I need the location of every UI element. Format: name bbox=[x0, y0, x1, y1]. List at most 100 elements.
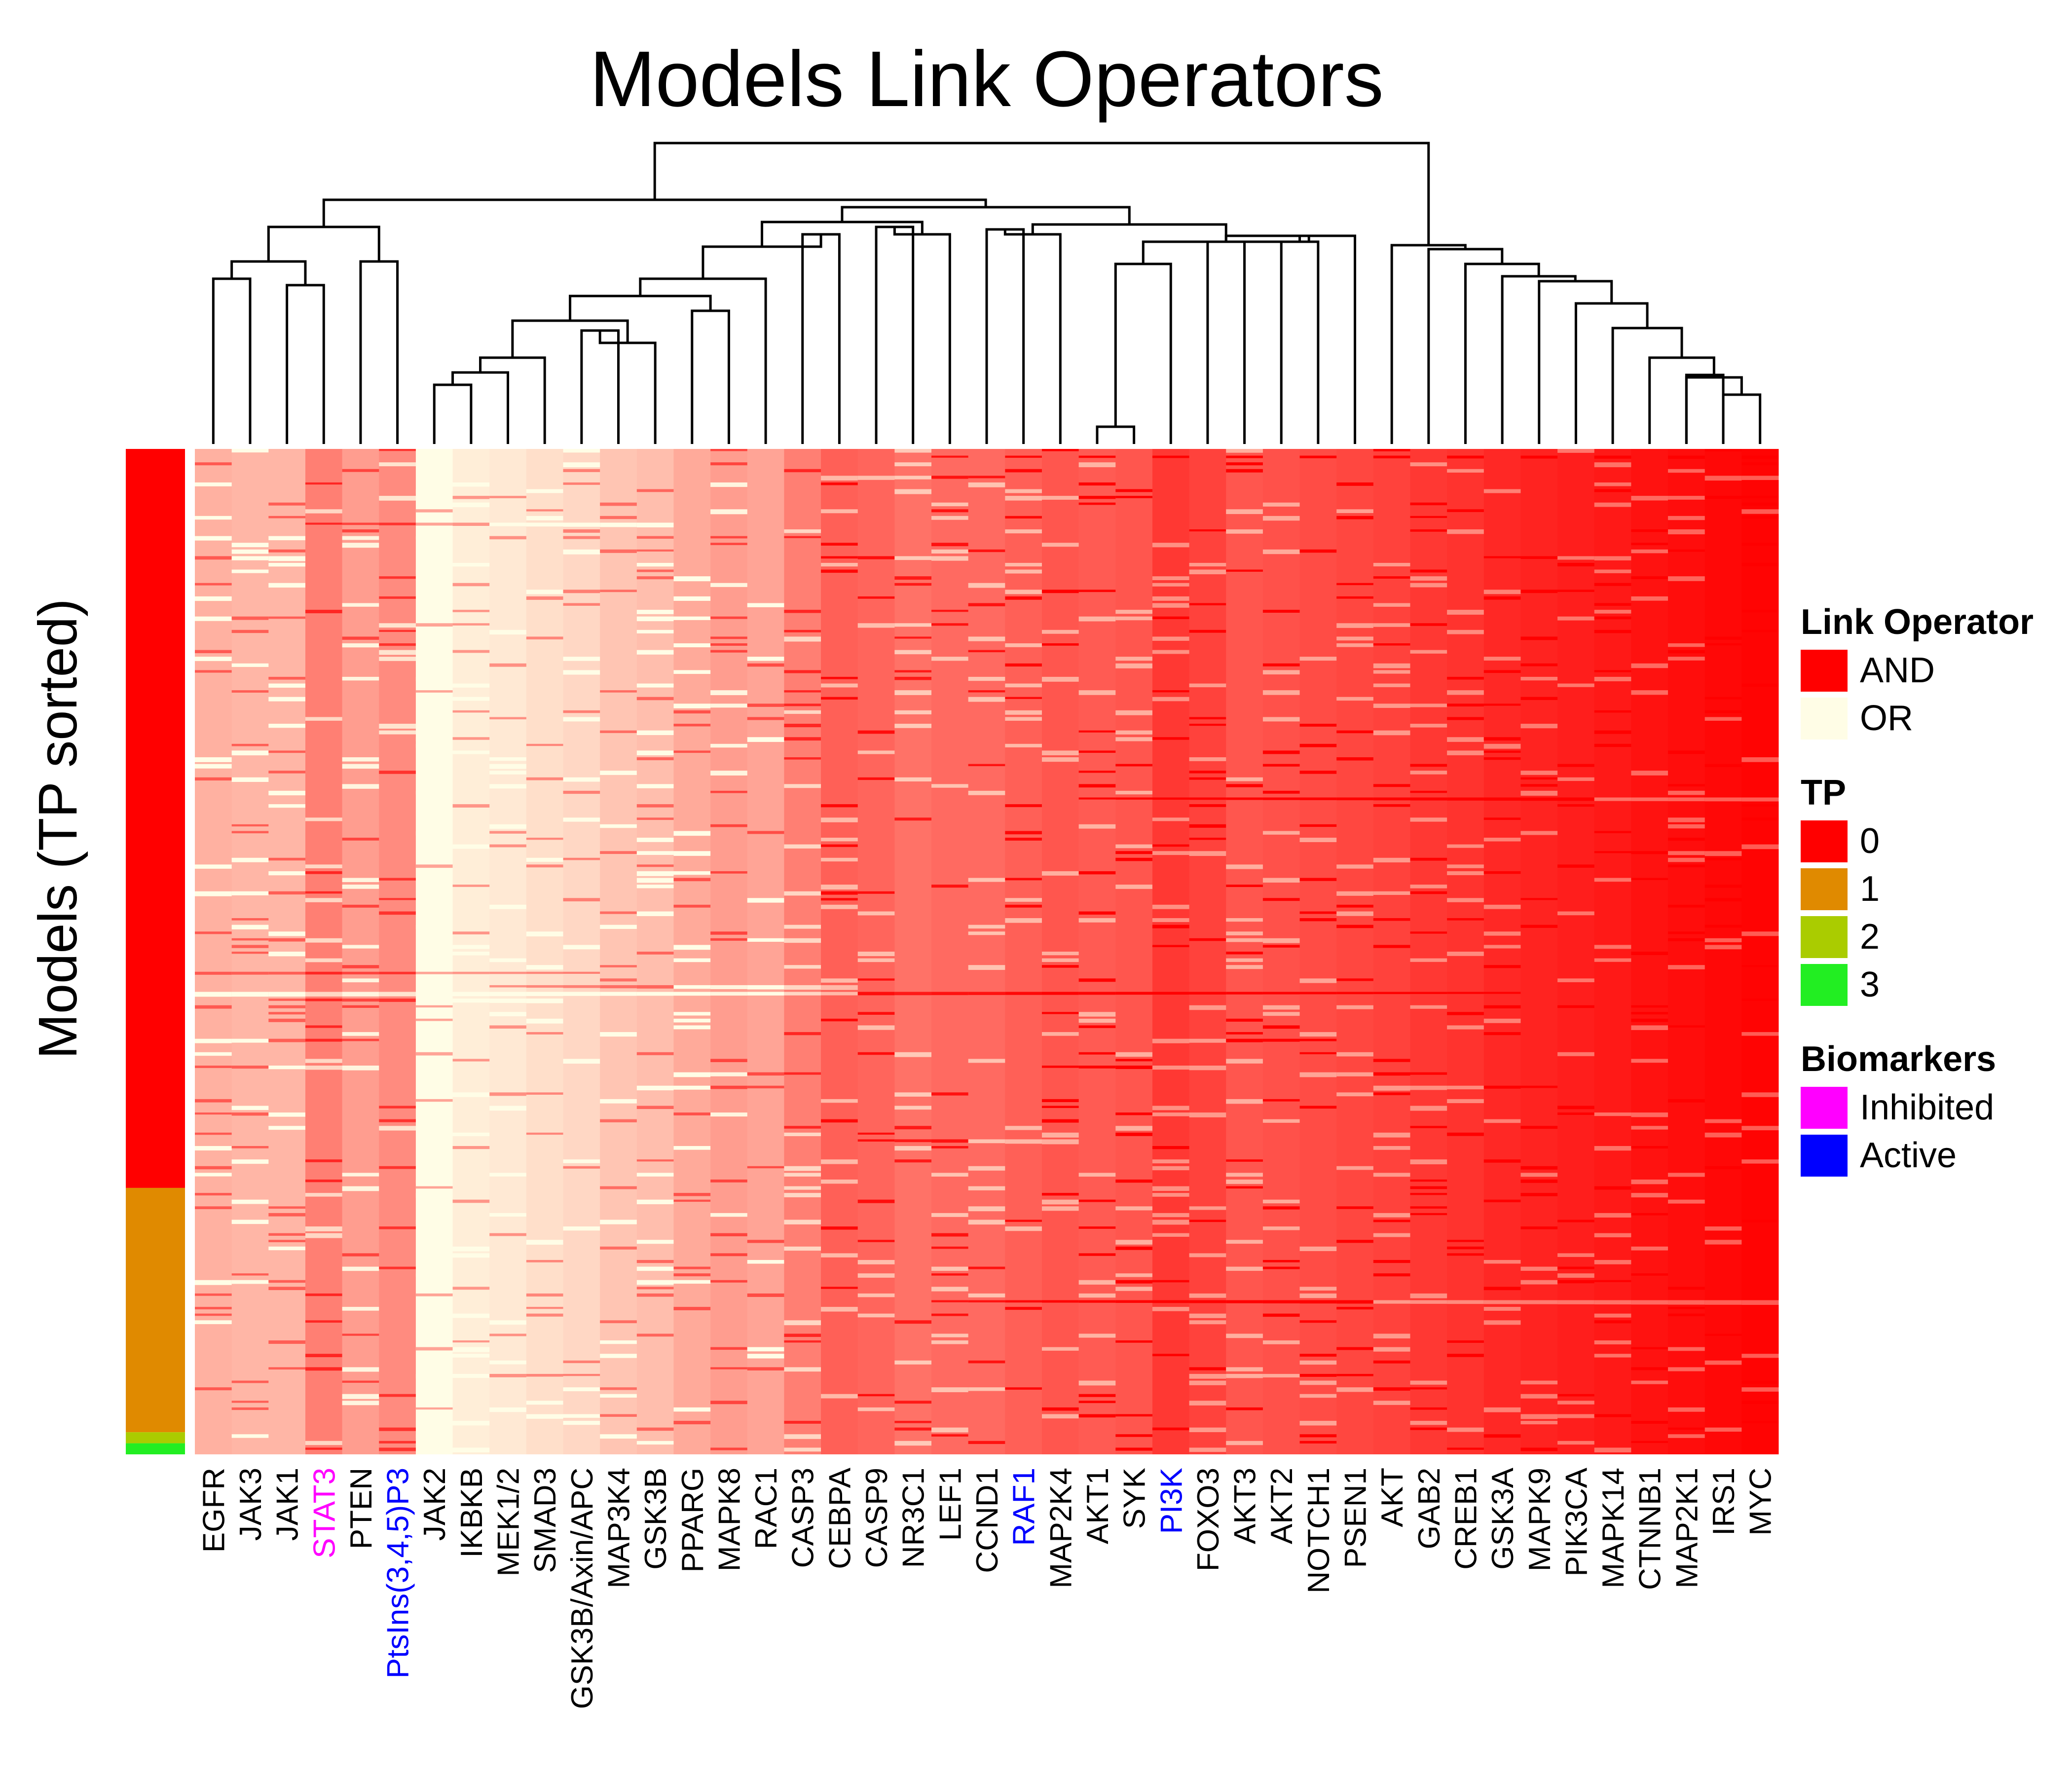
column-label: MAPK14 bbox=[1596, 1468, 1630, 1589]
dendrogram-branch bbox=[1206, 240, 1246, 444]
dendrogram-branch bbox=[653, 142, 1430, 245]
column-label: AKT2 bbox=[1265, 1468, 1299, 1544]
heatmap-column-PtsIns(3,4,5)P3 bbox=[379, 449, 416, 1454]
column-label: STAT3 bbox=[307, 1468, 341, 1558]
legend-title: Biomarkers bbox=[1801, 1039, 1996, 1079]
heatmap-column-MAPK9 bbox=[1520, 449, 1558, 1454]
heatmap-column-CREB1 bbox=[1447, 449, 1484, 1454]
heatmap-column-MAP2K4 bbox=[1041, 449, 1079, 1454]
heatmap-column-FOXO3 bbox=[1189, 449, 1226, 1454]
dendrogram-branch bbox=[1003, 229, 1062, 444]
heatmap-column-CASP3 bbox=[784, 449, 821, 1454]
legend-swatch bbox=[1801, 1087, 1848, 1129]
column-label: LEF1 bbox=[933, 1468, 967, 1541]
legend-swatch bbox=[1801, 964, 1848, 1006]
column-label: CASP3 bbox=[786, 1468, 820, 1568]
heatmap-column-NOTCH1 bbox=[1299, 449, 1337, 1454]
heatmap-column-JAK1 bbox=[268, 449, 306, 1454]
heatmap-column-MAP2K1 bbox=[1668, 449, 1705, 1454]
dendrogram-branch bbox=[230, 260, 307, 285]
column-label: CTNNB1 bbox=[1633, 1468, 1667, 1590]
legend-swatch bbox=[1801, 820, 1848, 862]
dendrogram-branch bbox=[639, 277, 767, 444]
heatmap-column-AKT2 bbox=[1262, 449, 1300, 1454]
legend-swatch bbox=[1801, 650, 1848, 692]
heatmap-column-PI3K bbox=[1152, 449, 1190, 1454]
column-labels: EGFR JAK3 JAK1 STAT3 PTEN PtsIns(3,4,5)P3 JAK2… bbox=[197, 1467, 1777, 1709]
column-label: GSK3B bbox=[639, 1468, 673, 1570]
column-label: MAPK8 bbox=[712, 1468, 746, 1571]
column-label: JAK2 bbox=[418, 1468, 452, 1541]
legend-swatch bbox=[1801, 868, 1848, 910]
dendrogram-branch bbox=[511, 319, 629, 358]
column-label: JAK3 bbox=[234, 1468, 268, 1541]
dendrogram-branch bbox=[1031, 223, 1227, 242]
heatmap-column-PSEN1 bbox=[1336, 449, 1374, 1454]
column-dendrogram bbox=[212, 142, 1762, 444]
tp-segment-3 bbox=[126, 1443, 185, 1454]
dendrogram-branch bbox=[286, 284, 325, 444]
heatmap-column-MYC bbox=[1741, 449, 1779, 1454]
heatmap-column-SYK bbox=[1115, 449, 1153, 1454]
column-label: CASP9 bbox=[860, 1468, 894, 1568]
legend-swatch bbox=[1801, 916, 1848, 958]
column-label: IKBKB bbox=[455, 1468, 489, 1558]
heatmap-column-JAK2 bbox=[415, 449, 453, 1454]
column-label: GAB2 bbox=[1412, 1468, 1446, 1549]
heatmap-column-CCND1 bbox=[968, 449, 1005, 1454]
heatmap-column-GSK3B bbox=[636, 449, 674, 1454]
column-label: PI3K bbox=[1154, 1468, 1188, 1534]
dendrogram-branch bbox=[1611, 327, 1683, 444]
column-label: PSEN1 bbox=[1339, 1468, 1373, 1568]
column-label: CEBPA bbox=[823, 1467, 857, 1569]
dendrogram-branch bbox=[569, 295, 712, 321]
dendrogram-branch bbox=[598, 331, 657, 444]
legend: Link Operator AND OR TP 0 1 2 3 Biomarkers Inhibi… bbox=[1801, 602, 2034, 1177]
column-label: SYK bbox=[1118, 1468, 1152, 1529]
heatmap-column-SMAD3 bbox=[526, 449, 564, 1454]
dendrogram-branch bbox=[1262, 234, 1357, 444]
column-label: MAP2K1 bbox=[1670, 1468, 1704, 1589]
dendrogram-branch bbox=[1685, 376, 1743, 444]
legend-title: Link Operator bbox=[1801, 602, 2034, 642]
dendrogram-branch bbox=[985, 228, 1025, 444]
dendrogram-branch bbox=[1722, 393, 1762, 444]
legend-title: TP bbox=[1801, 773, 1846, 813]
legend-label: 0 bbox=[1860, 821, 1880, 861]
column-label: PIK3CA bbox=[1559, 1467, 1593, 1576]
column-label: PPARG bbox=[676, 1468, 710, 1572]
column-label: EGFR bbox=[197, 1468, 231, 1553]
heatmap-column-JAK3 bbox=[231, 449, 269, 1454]
heatmap-column-MEK1/2 bbox=[489, 449, 527, 1454]
column-label: AKT3 bbox=[1228, 1468, 1262, 1544]
legend-label: 3 bbox=[1860, 965, 1880, 1004]
heatmap-column-RAC1 bbox=[747, 449, 784, 1454]
heatmap-column-MAPK14 bbox=[1594, 449, 1631, 1454]
dendrogram-branch bbox=[691, 309, 730, 444]
heatmap-column-PIK3CA bbox=[1557, 449, 1595, 1454]
dendrogram-branch bbox=[1280, 240, 1320, 444]
heatmap-column-AKT3 bbox=[1226, 449, 1263, 1454]
tp-segment-2 bbox=[126, 1432, 185, 1443]
dendrogram-branch bbox=[451, 371, 510, 444]
heatmap-column-CASP9 bbox=[857, 449, 895, 1454]
heatmap-column-AKT1 bbox=[1078, 449, 1116, 1454]
column-label: AKT1 bbox=[1081, 1468, 1115, 1544]
heatmap-column-RAF1 bbox=[1005, 449, 1042, 1454]
column-label: AKT bbox=[1375, 1468, 1409, 1527]
heatmap-column-PTEN bbox=[342, 449, 379, 1454]
legend-swatch bbox=[1801, 698, 1848, 740]
column-label: CREB1 bbox=[1449, 1468, 1483, 1570]
column-label: NR3C1 bbox=[897, 1468, 931, 1568]
column-label: RAF1 bbox=[1007, 1468, 1041, 1546]
column-label: PtsIns(3,4,5)P3 bbox=[381, 1468, 415, 1678]
heatmap-column-IKBKB bbox=[452, 449, 490, 1454]
dendrogram-branch bbox=[1114, 262, 1172, 444]
column-label: GSK3B/Axin/APC bbox=[565, 1468, 599, 1709]
dendrogram-branch bbox=[1648, 356, 1715, 444]
heatmap-column-STAT3 bbox=[305, 449, 343, 1454]
tp-segment-1 bbox=[126, 1187, 185, 1433]
heatmap-column-CTNNB1 bbox=[1631, 449, 1668, 1454]
column-label: FOXO3 bbox=[1191, 1468, 1225, 1571]
